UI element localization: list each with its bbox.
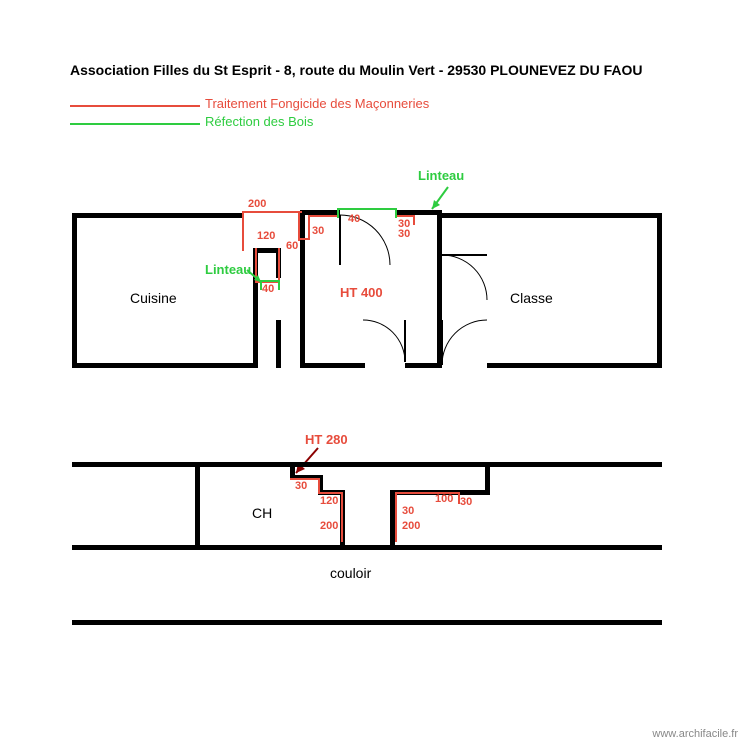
wall [195, 467, 200, 547]
wall [437, 213, 662, 218]
wall [72, 462, 662, 467]
wall [300, 233, 305, 368]
legend-text-treatment: Traitement Fongicide des Maçonneries [205, 96, 429, 111]
wood-line [278, 280, 280, 290]
treatment-line [242, 211, 244, 251]
wall [72, 620, 662, 625]
room-label-couloir: couloir [330, 565, 371, 581]
label-ht280: HT 280 [305, 432, 348, 447]
wood-line [395, 208, 397, 218]
treatment-line [308, 215, 310, 240]
dim: 200 [320, 520, 338, 532]
door-arc [442, 255, 492, 305]
dim: 30 [402, 505, 414, 517]
dim: 40 [262, 283, 274, 295]
treatment-line [395, 215, 415, 217]
dim: 30 [398, 228, 410, 240]
treatment-line [308, 215, 338, 217]
dim: 40 [348, 213, 360, 225]
treatment-line [278, 248, 280, 283]
treatment-line [395, 492, 397, 542]
label-linteau2: Linteau [418, 168, 464, 183]
dim: 100 [435, 493, 453, 505]
legend-line-wood [70, 123, 200, 125]
wall [485, 467, 490, 495]
dim: 200 [402, 520, 420, 532]
wall [405, 363, 442, 368]
wall [72, 213, 77, 368]
wood-line [337, 208, 339, 218]
wood-line [337, 208, 397, 210]
dim: 120 [257, 230, 275, 242]
dim: 200 [248, 198, 266, 210]
wall [300, 363, 365, 368]
page-title: Association Filles du St Esprit - 8, rou… [70, 62, 643, 78]
treatment-line [413, 215, 415, 225]
wall [72, 545, 662, 550]
dim: 60 [286, 240, 298, 252]
legend-line-treatment [70, 105, 200, 107]
dim: 30 [460, 496, 472, 508]
room-label-ch: CH [252, 505, 272, 521]
treatment-line [318, 492, 343, 494]
wall [276, 320, 281, 368]
door-arc [442, 320, 490, 368]
dim: 30 [312, 225, 324, 237]
label-linteau1: Linteau [205, 262, 251, 277]
legend-text-wood: Réfection des Bois [205, 114, 313, 129]
treatment-line [298, 211, 300, 241]
wall [72, 363, 258, 368]
door-arc [363, 320, 408, 368]
treatment-line [242, 211, 302, 213]
treatment-line [341, 492, 343, 542]
dim: 30 [295, 480, 307, 492]
label-ht400: HT 400 [340, 285, 383, 300]
wall [657, 213, 662, 368]
watermark: www.archifacile.fr [652, 728, 738, 740]
wall [72, 213, 242, 218]
room-label-cuisine: Cuisine [130, 290, 177, 306]
wall [487, 363, 662, 368]
room-label-classe: Classe [510, 290, 553, 306]
dim: 120 [320, 495, 338, 507]
arrow-icon [428, 185, 453, 215]
